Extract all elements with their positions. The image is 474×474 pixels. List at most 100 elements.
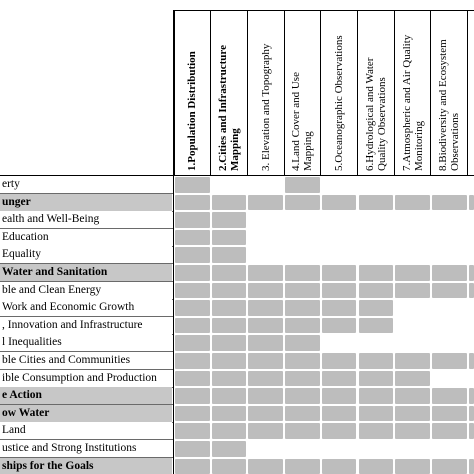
matrix-cell-empty bbox=[395, 229, 430, 246]
matrix-cell-filled bbox=[285, 370, 320, 387]
matrix-cell-filled bbox=[248, 353, 284, 369]
matrix-cell-filled bbox=[175, 265, 210, 281]
row-divider bbox=[0, 369, 173, 370]
matrix-cell-filled bbox=[431, 194, 467, 211]
matrix-cell-empty bbox=[468, 247, 474, 263]
matrix-cell-filled bbox=[175, 282, 210, 299]
matrix-cell-filled bbox=[285, 405, 320, 422]
column-header-label: 3. Elevation and Topography bbox=[260, 44, 272, 171]
matrix-cell-filled bbox=[211, 265, 247, 281]
matrix-cell-empty bbox=[431, 370, 467, 387]
matrix-cell-filled bbox=[248, 388, 284, 404]
matrix-cell-filled bbox=[358, 353, 394, 369]
matrix-cell-filled bbox=[285, 177, 320, 193]
matrix-cell-filled bbox=[321, 317, 357, 334]
matrix-cell-empty bbox=[211, 177, 247, 193]
matrix-cell-empty bbox=[358, 177, 394, 193]
matrix-cell-filled bbox=[211, 353, 247, 369]
matrix-cell-empty bbox=[431, 441, 467, 457]
row-label: ustice and Strong Institutions bbox=[0, 440, 172, 457]
matrix-cell-filled bbox=[211, 247, 247, 263]
matrix-cell-filled bbox=[395, 194, 430, 211]
column-header-label: 7.Atmospheric and Air Quality Monitoring bbox=[401, 35, 425, 171]
matrix-cell-filled bbox=[175, 405, 210, 422]
matrix-cell-filled bbox=[468, 423, 474, 439]
row-label: ships for the Goals bbox=[0, 457, 172, 474]
matrix-cell-empty bbox=[468, 212, 474, 228]
column-header: 5.Oceanographic Observations bbox=[321, 10, 358, 175]
column-header-label: 4.Land Cover and Use Mapping bbox=[290, 72, 314, 171]
row-label: , Innovation and Infrastructure bbox=[0, 316, 172, 334]
matrix-cell-empty bbox=[285, 247, 320, 263]
column-header-label: 6.Hydrological and Water Quality Observat… bbox=[364, 58, 388, 171]
matrix-cell-filled bbox=[175, 300, 210, 316]
row-divider bbox=[0, 263, 173, 264]
header-divider bbox=[320, 10, 322, 175]
matrix-cell-filled bbox=[248, 194, 284, 211]
column-header-line: Mapping bbox=[229, 128, 242, 171]
column-header-line: 7.Atmospheric and Air Quality bbox=[400, 34, 413, 171]
matrix-cell-filled bbox=[395, 353, 430, 369]
matrix-cell-filled bbox=[431, 282, 467, 299]
row-label: Work and Economic Growth bbox=[0, 299, 172, 317]
column-header: 3. Elevation and Topography bbox=[247, 10, 284, 175]
matrix-cell-filled bbox=[468, 388, 474, 404]
matrix-cell-empty bbox=[358, 229, 394, 246]
matrix-cell-filled bbox=[468, 282, 474, 299]
matrix-cell-filled bbox=[358, 265, 394, 281]
matrix-cell-filled bbox=[358, 317, 394, 334]
matrix-cell-filled bbox=[175, 335, 210, 351]
column-header-line: Mapping bbox=[302, 131, 315, 171]
matrix-cell-filled bbox=[211, 370, 247, 387]
matrix-cell-filled bbox=[175, 194, 210, 211]
row-divider bbox=[0, 404, 173, 405]
matrix-cell-filled bbox=[395, 423, 430, 439]
matrix-cell-filled bbox=[395, 458, 430, 474]
row-label: Equality bbox=[0, 246, 172, 264]
matrix-cell-filled bbox=[175, 177, 210, 193]
matrix-cell-empty bbox=[431, 300, 467, 316]
matrix-cell-empty bbox=[431, 317, 467, 334]
column-header-line: 4.Land Cover and Use bbox=[290, 72, 303, 171]
matrix-cell-filled bbox=[431, 388, 467, 404]
column-header-line: 6.Hydrological and Water bbox=[363, 57, 376, 171]
matrix-cell-empty bbox=[321, 177, 357, 193]
row-divider bbox=[0, 228, 173, 229]
row-divider bbox=[0, 245, 173, 247]
matrix-cell-filled bbox=[248, 282, 284, 299]
matrix-cell-filled bbox=[285, 194, 320, 211]
matrix-cell-filled bbox=[358, 405, 394, 422]
matrix-cell-filled bbox=[175, 353, 210, 369]
matrix-cell-filled bbox=[395, 370, 430, 387]
row-divider bbox=[0, 281, 173, 282]
header-top-rule bbox=[174, 10, 474, 11]
row-divider bbox=[0, 333, 173, 335]
matrix-cell-filled bbox=[321, 458, 357, 474]
row-label: Land bbox=[0, 422, 172, 440]
matrix-cell-filled bbox=[175, 388, 210, 404]
matrix-cell-empty bbox=[468, 317, 474, 334]
matrix-cell-filled bbox=[175, 423, 210, 439]
matrix-cell-empty bbox=[321, 335, 357, 351]
matrix-cell-filled bbox=[468, 458, 474, 474]
matrix-cell-filled bbox=[211, 300, 247, 316]
matrix-cell-empty bbox=[321, 247, 357, 263]
matrix-cell-filled bbox=[468, 405, 474, 422]
header-divider bbox=[357, 10, 358, 175]
row-divider bbox=[0, 351, 173, 352]
matrix-cell-filled bbox=[358, 423, 394, 439]
matrix-cell-empty bbox=[395, 317, 430, 334]
column-header-line: 2.Cities and Infrastructure bbox=[217, 45, 230, 171]
matrix-cell-filled bbox=[248, 300, 284, 316]
matrix-cell-filled bbox=[285, 282, 320, 299]
matrix-cell-filled bbox=[431, 405, 467, 422]
column-header-line: 3. Elevation and Topography bbox=[259, 43, 272, 171]
column-header: 4.Land Cover and Use Mapping bbox=[284, 10, 321, 175]
matrix-cell-filled bbox=[175, 458, 210, 474]
matrix-cell-filled bbox=[358, 388, 394, 404]
matrix-cell-filled bbox=[211, 458, 247, 474]
header-bottom-rule bbox=[0, 175, 474, 176]
matrix-cell-filled bbox=[248, 335, 284, 351]
header-divider bbox=[210, 10, 212, 175]
matrix-cell-filled bbox=[175, 212, 210, 228]
